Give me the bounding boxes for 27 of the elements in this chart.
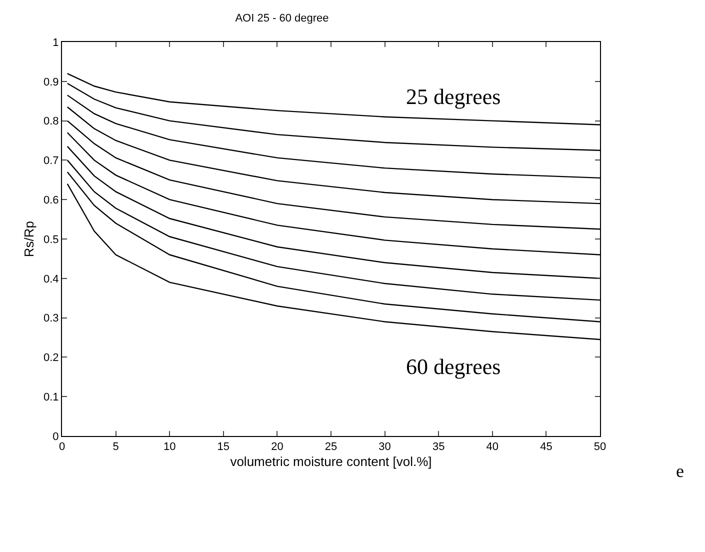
annotation: 60 degrees	[406, 354, 501, 379]
y-axis-title: Rs/Rp	[21, 220, 36, 258]
x-tick-label: 40	[486, 441, 499, 454]
x-tick-label: 50	[594, 441, 606, 454]
x-tick-label: 30	[378, 441, 391, 454]
x-tick-label: 5	[112, 441, 119, 454]
x-tick-label: 45	[540, 441, 552, 454]
x-tick-label: 25	[324, 441, 338, 454]
x-tick-label: 15	[217, 441, 230, 454]
y-tick-label: 0.2	[44, 352, 59, 364]
y-tick-label: 0.5	[44, 234, 59, 246]
y-tick-label: 0.6	[44, 194, 59, 206]
y-tick-label: 0	[52, 430, 59, 443]
y-tick-label: 0.3	[44, 312, 59, 325]
x-tick-label: 35	[432, 441, 445, 454]
x-tick-label: 10	[163, 441, 176, 454]
text: e	[676, 461, 684, 481]
y-tick-label: 1	[52, 36, 59, 49]
x-axis-title: volumetric moisture content [vol.%]	[230, 454, 432, 469]
y-tick-label: 0.1	[44, 391, 59, 404]
y-tick-label: 0.9	[44, 76, 59, 88]
y-tick-label: 0.7	[44, 155, 59, 168]
x-tick-label: 20	[271, 441, 284, 454]
y-tick-label: 0.4	[44, 273, 59, 286]
chart-title: AOI 25 - 60 degree	[235, 12, 329, 24]
annotation: 25 degrees	[406, 84, 501, 109]
y-tick-label: 0.8	[44, 116, 59, 128]
